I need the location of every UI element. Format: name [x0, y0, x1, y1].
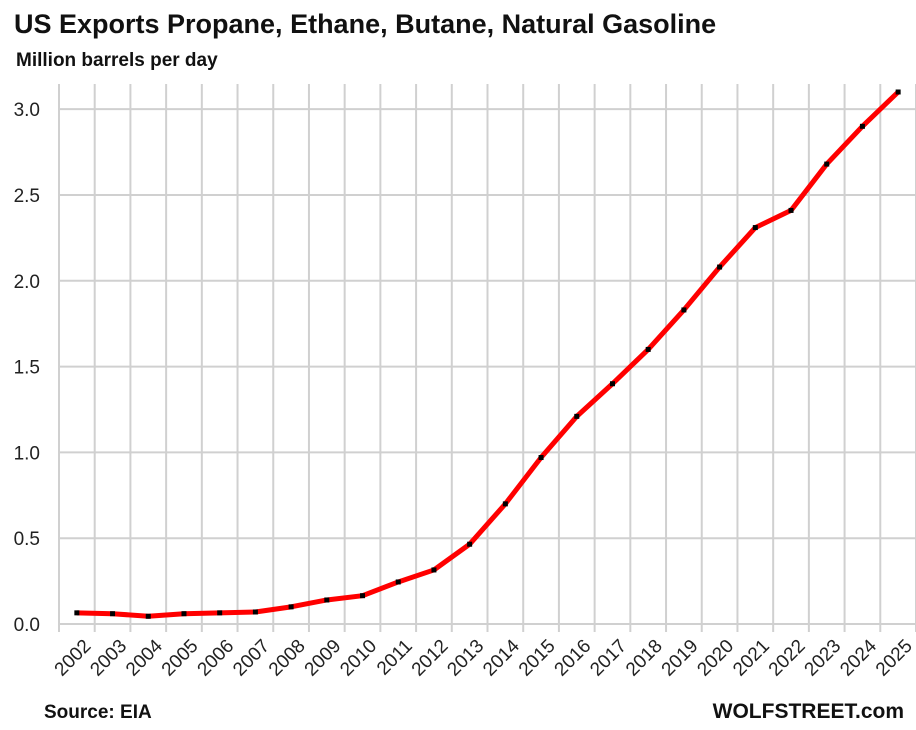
x-tick-label: 2025 [872, 636, 916, 681]
x-tick-label: 2024 [836, 635, 881, 680]
credit: WOLFSTREET.com [713, 700, 904, 723]
y-tick-label: 1.0 [14, 443, 40, 464]
data-point [645, 346, 651, 352]
y-tick-label: 0.0 [14, 615, 40, 636]
data-point [360, 593, 366, 599]
data-point [788, 207, 794, 213]
y-tick-label: 2.0 [14, 272, 40, 293]
x-tick-label: 2019 [658, 636, 703, 681]
x-tick-label: 2016 [551, 636, 596, 681]
x-tick-label: 2010 [336, 636, 381, 681]
data-point [74, 610, 80, 616]
data-point [467, 541, 473, 547]
data-point [609, 381, 615, 387]
source: Source: EIA [44, 702, 152, 723]
chart-subtitle: Million barrels per day [16, 50, 218, 71]
data-point [681, 307, 687, 313]
data-point [859, 123, 865, 129]
data-point [538, 455, 544, 461]
x-tick-label: 2012 [408, 636, 453, 681]
x-tick-label: 2021 [729, 636, 774, 681]
x-tick-label: 2009 [301, 636, 346, 681]
y-tick-label: 1.5 [14, 358, 40, 379]
data-point [217, 610, 223, 616]
x-tick-label: 2014 [479, 635, 524, 680]
data-point [895, 89, 901, 95]
x-tick-label: 2020 [693, 636, 738, 681]
data-point [288, 604, 294, 610]
x-tick-label: 2004 [122, 635, 167, 680]
data-point [502, 501, 508, 507]
data-point [431, 567, 437, 573]
data-point [252, 609, 258, 615]
data-point [145, 613, 151, 619]
x-tick-label: 2007 [229, 636, 274, 681]
x-tick-label: 2006 [194, 636, 239, 681]
x-tick-label: 2013 [443, 636, 488, 681]
series-line [76, 90, 900, 619]
data-point [752, 225, 758, 231]
data-point [181, 611, 187, 617]
data-point [824, 161, 830, 167]
x-tick-label: 2015 [515, 636, 560, 681]
data-point [110, 611, 116, 617]
x-tick-label: 2005 [158, 636, 203, 681]
x-tick-label: 2023 [801, 636, 846, 681]
data-point [324, 597, 330, 603]
x-tick-label: 2011 [373, 636, 417, 680]
y-tick-label: 0.5 [14, 529, 40, 550]
chart-title: US Exports Propane, Ethane, Butane, Natu… [14, 9, 716, 39]
x-tick-label: 2002 [51, 636, 96, 681]
x-tick-label: 2003 [86, 636, 131, 681]
y-tick-label: 3.0 [14, 100, 40, 121]
data-point [717, 264, 723, 270]
y-tick-label: 2.5 [14, 186, 40, 207]
x-tick-label: 2008 [265, 636, 310, 681]
data-point [395, 579, 401, 585]
data-point [574, 413, 580, 419]
x-tick-label: 2018 [622, 636, 667, 681]
x-tick-label: 2017 [586, 636, 631, 681]
x-tick-label: 2022 [765, 636, 810, 681]
